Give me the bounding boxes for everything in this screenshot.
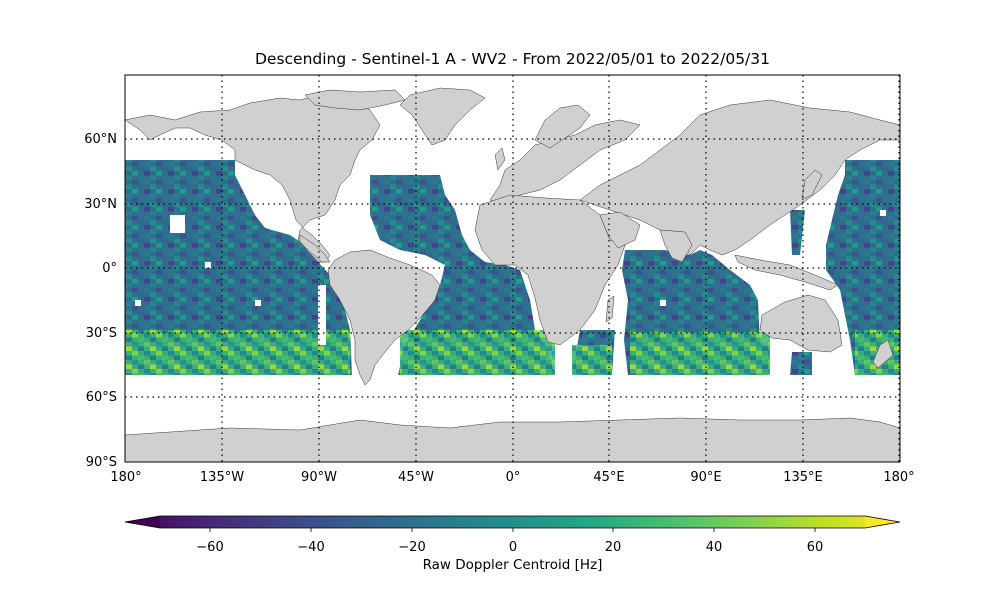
lon-tick-45w: 45°W: [398, 470, 434, 485]
map-gridlines: [125, 75, 900, 462]
map-frame: [124, 74, 901, 463]
colorbar-extend-max: [865, 516, 900, 528]
colorbar-extend-min: [125, 516, 160, 528]
land-scandinavia: [534, 104, 591, 149]
land-masses: [125, 87, 900, 462]
land-uk: [494, 147, 506, 171]
land-new-zealand: [872, 339, 894, 369]
lon-tick-135e: 135°E: [783, 470, 823, 485]
lat-tick-60s: 60°S: [86, 390, 117, 405]
land-arabia: [599, 211, 641, 249]
land-north-america: [125, 94, 381, 263]
colorbar-tick-minus20: −20: [398, 540, 425, 555]
land-central-america: [299, 234, 331, 263]
colorbar-tick-60: 60: [807, 540, 824, 555]
colorbar-ticks: [209, 528, 816, 532]
land-south-america: [327, 249, 441, 386]
lon-tick-45e: 45°E: [593, 470, 624, 485]
swath-seasia: [790, 210, 805, 255]
colorbar-gradient: [125, 516, 900, 528]
lat-tick-90s: 90°S: [86, 455, 117, 470]
land-india: [659, 229, 693, 263]
land-africa: [474, 194, 626, 346]
lon-tick-180e: 180°: [883, 470, 914, 485]
land-europe: [489, 119, 641, 206]
map-title: Descending - Sentinel-1 A - WV2 - From 2…: [254, 50, 771, 68]
swath-south-band-indian: [630, 332, 770, 375]
colorbar-label: Raw Doppler Centroid [Hz]: [422, 557, 603, 573]
latitude-tick-labels: 60°N 30°N 0° 30°S 60°S 90°S: [84, 132, 117, 470]
land-madagascar: [605, 295, 615, 323]
colorbar-tick-40: 40: [706, 540, 723, 555]
land-arctic-islands: [304, 89, 406, 111]
lon-tick-0: 0°: [506, 470, 521, 485]
swath-pacific-east: [125, 160, 352, 375]
swath-south-tasman: [790, 352, 812, 375]
lat-tick-30n: 30°N: [84, 197, 117, 212]
doppler-data-swaths: [125, 160, 900, 375]
land-australia: [759, 294, 843, 353]
land-antarctica: [125, 417, 900, 462]
longitude-tick-labels: 180° 135°W 90°W 45°W 0° 45°E 90°E 135°E …: [110, 470, 914, 485]
colorbar: −60 −40 −20 0 20 40 60: [124, 515, 901, 555]
land-greenland: [399, 87, 486, 146]
lat-tick-0: 0°: [102, 261, 117, 276]
swath-south-band-indian-sw: [572, 345, 612, 375]
lat-tick-30s: 30°S: [86, 326, 117, 341]
land-se-asia-islands: [734, 254, 839, 291]
lon-tick-135w: 135°W: [200, 470, 244, 485]
lon-tick-180w: 180°: [110, 470, 141, 485]
colorbar-tick-minus60: −60: [196, 540, 223, 555]
colorbar-tick-0: 0: [509, 540, 517, 555]
lat-tick-60n: 60°N: [84, 132, 117, 147]
data-gaps: [135, 210, 886, 345]
colorbar-tick-20: 20: [605, 540, 622, 555]
lon-tick-90w: 90°W: [301, 470, 337, 485]
swath-south-band-pacific: [125, 330, 350, 375]
colorbar-outline: [124, 515, 901, 529]
lon-tick-90e: 90°E: [690, 470, 721, 485]
swath-south-band-atlantic: [400, 330, 555, 375]
colorbar-tick-minus40: −40: [297, 540, 324, 555]
